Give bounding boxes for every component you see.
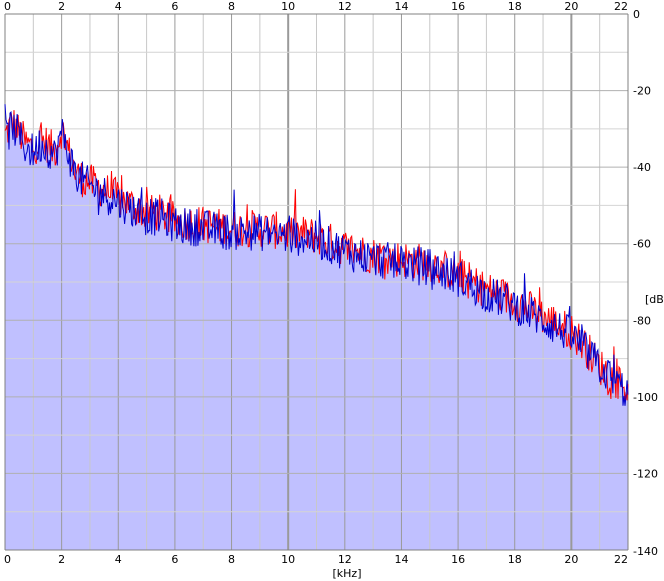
tick-labels: 0 2 4 6 8 10 12 14 16 18 20 22 0 2 4 6 8 10 12 14 16 18 20 22 0 -… [4,0,658,566]
y-tick-label: -20 [633,85,651,98]
x-tick-label-bottom: 20 [564,553,578,566]
x-tick-label-top: 16 [451,0,465,13]
y-axis-unit-label: [dB] [645,293,664,306]
x-tick-label-top: 2 [58,0,65,13]
x-axis-unit-label: [kHz] [333,567,362,580]
y-tick-label: -120 [633,467,658,480]
x-tick-label-top: 8 [228,0,235,13]
x-tick-label-bottom: 4 [115,553,122,566]
x-tick-label-top: 20 [564,0,578,13]
x-tick-label-bottom: 12 [338,553,352,566]
x-tick-label-bottom: 8 [228,553,235,566]
x-tick-label-top: 12 [338,0,352,13]
y-tick-label: -140 [633,545,658,558]
y-tick-label: -100 [633,391,658,404]
x-tick-label-bottom: 14 [394,553,408,566]
x-tick-label-top: 14 [394,0,408,13]
x-tick-label-bottom: 22 [614,553,628,566]
x-tick-label-top: 4 [115,0,122,13]
series-lines [4,104,629,406]
y-tick-label: -60 [633,238,651,251]
x-tick-label-top: 10 [281,0,295,13]
x-tick-label-bottom: 16 [451,553,465,566]
x-tick-label-top: 18 [508,0,522,13]
y-tick-label: -80 [633,314,651,327]
y-tick-label: -40 [633,161,651,174]
y-tick-label: 0 [633,8,640,21]
x-tick-label-bottom: 18 [508,553,522,566]
x-tick-label-top: 6 [171,0,178,13]
grid-lines [4,13,629,551]
x-tick-label-bottom: 10 [281,553,295,566]
x-tick-label-top: 0 [4,0,11,13]
series-line-right-channel [4,104,629,406]
x-tick-label-bottom: 6 [171,553,178,566]
x-tick-label-bottom: 0 [4,553,11,566]
x-tick-label-bottom: 2 [58,553,65,566]
x-tick-label-top: 22 [614,0,628,13]
